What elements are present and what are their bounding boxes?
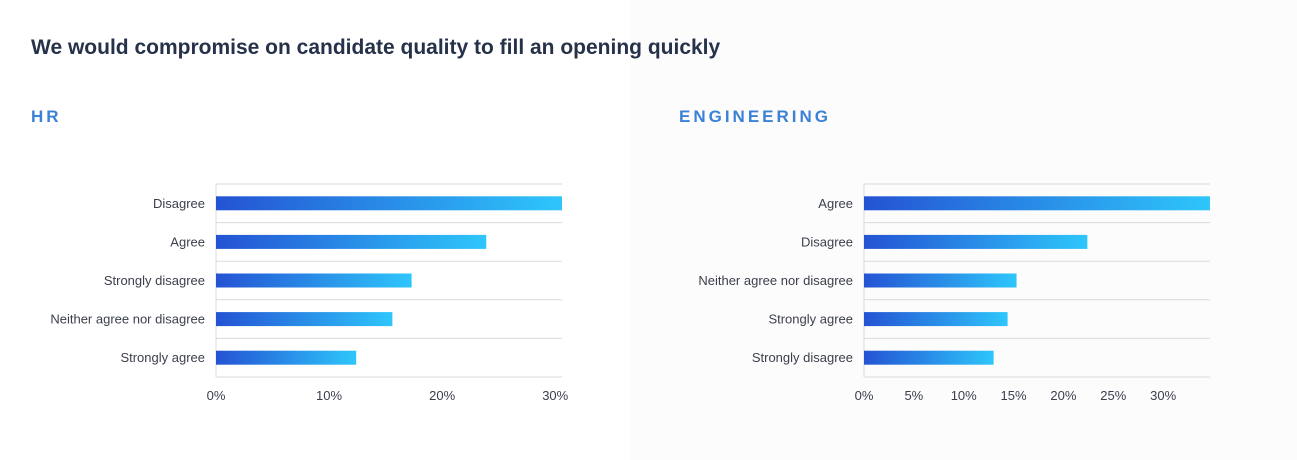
engineering-bar — [864, 350, 994, 365]
hr-x-tick-label: 10% — [316, 388, 342, 403]
engineering-bar — [864, 273, 1017, 288]
engineering-bar — [864, 196, 1210, 211]
hr-bar — [216, 350, 357, 365]
engineering-x-tick-label: 10% — [951, 388, 977, 403]
hr-chart-title: HR — [31, 107, 62, 126]
engineering-bar — [864, 234, 1088, 249]
hr-category-label: Neither agree nor disagree — [50, 312, 205, 327]
engineering-x-tick-label: 30% — [1150, 388, 1176, 403]
engineering-x-tick-label: 15% — [1001, 388, 1027, 403]
engineering-x-tick-label: 0% — [855, 388, 874, 403]
engineering-x-tick-label: 20% — [1050, 388, 1076, 403]
engineering-category-label: Disagree — [801, 234, 853, 249]
engineering-category-label: Neither agree nor disagree — [698, 273, 853, 288]
hr-x-tick-label: 0% — [207, 388, 226, 403]
hr-bar — [216, 312, 393, 327]
hr-category-label: Strongly agree — [120, 350, 205, 365]
engineering-category-label: Agree — [818, 196, 853, 211]
hr-category-label: Strongly disagree — [104, 273, 205, 288]
hr-x-tick-label: 30% — [542, 388, 568, 403]
engineering-category-label: Strongly agree — [768, 312, 853, 327]
hr-bar — [216, 273, 412, 288]
hr-bar — [216, 196, 562, 211]
engineering-bar — [864, 312, 1008, 327]
hr-x-tick-label: 20% — [429, 388, 455, 403]
engineering-category-label: Strongly disagree — [752, 350, 853, 365]
engineering-x-tick-label: 5% — [904, 388, 923, 403]
right-panel-background — [630, 0, 1297, 460]
hr-category-label: Disagree — [153, 196, 205, 211]
engineering-x-tick-label: 25% — [1100, 388, 1126, 403]
engineering-chart-title: ENGINEERING — [679, 107, 832, 126]
page-title: We would compromise on candidate quality… — [31, 36, 721, 59]
hr-category-label: Agree — [170, 234, 205, 249]
hr-bar — [216, 234, 487, 249]
